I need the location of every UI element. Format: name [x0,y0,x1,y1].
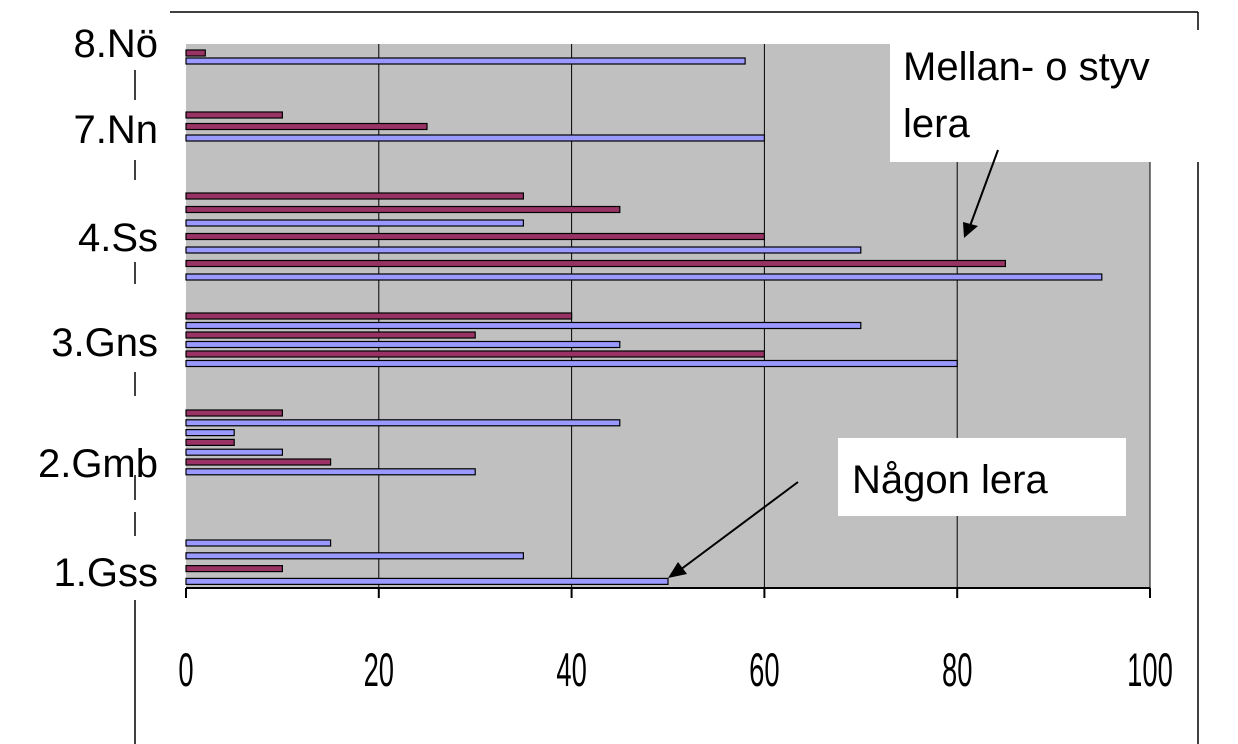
bar-group [185,312,958,368]
bar [185,359,958,368]
x-tick-label: 80 [942,644,972,697]
bar [185,134,766,142]
bar [185,49,206,57]
bar-group [185,539,669,586]
category-labels: 8.Nö 7.Nn 4.Ss 3.Gns 2.Gmb 1.Gss [38,22,158,595]
bar [185,331,476,339]
bar [185,57,746,65]
bar [185,273,1103,281]
bar-group [185,192,1103,281]
bar [185,419,621,427]
annotation-arrow [679,481,799,571]
bar [185,438,235,446]
bar [185,122,428,131]
bar [185,429,235,437]
bar [185,219,524,227]
bars-group [185,49,1103,586]
x-tick-label: 40 [556,644,586,697]
bar [185,232,766,241]
annotation-text: Mellan- o styv [903,45,1150,89]
category-label: 1.Gss [54,551,158,595]
bar [185,564,284,573]
bar [185,111,284,119]
bar [185,246,862,254]
category-label: 3.Gns [51,321,158,365]
bar [185,577,669,586]
bar [185,259,1007,268]
arrow-head [963,222,978,238]
bar [185,350,766,358]
category-label: 7.Nn [74,108,159,152]
bar [185,458,332,466]
bar [185,409,284,417]
x-tick-label: 60 [749,644,779,697]
x-tick-label: 100 [1127,644,1173,697]
annotation-arrow [969,149,999,227]
bar [185,448,284,456]
bar [185,468,476,476]
x-tick-label: 0 [178,644,193,697]
category-label: 2.Gmb [38,442,158,486]
annotation-box [838,438,1126,516]
bar-group [185,409,621,476]
bar [185,539,332,547]
bar-group [185,49,746,65]
bar [185,321,862,330]
bar [185,552,524,560]
category-label: 4.Ss [78,216,158,260]
annotations: Mellan- o styv lera Någon lera [668,30,1230,578]
bar-group [185,111,766,142]
bar [185,312,573,320]
bar [185,340,621,349]
x-axis [185,587,1151,598]
arrow-head [668,562,687,578]
annotation-text: Någon lera [852,458,1048,502]
bar [185,192,524,200]
annotation-text: lera [903,102,970,146]
x-tick-labels: 0 20 40 60 80 100 [178,644,1172,697]
x-tick-label: 20 [364,644,394,697]
annotation-box [890,30,1230,162]
category-label: 8.Nö [74,22,159,66]
bar [185,205,621,214]
